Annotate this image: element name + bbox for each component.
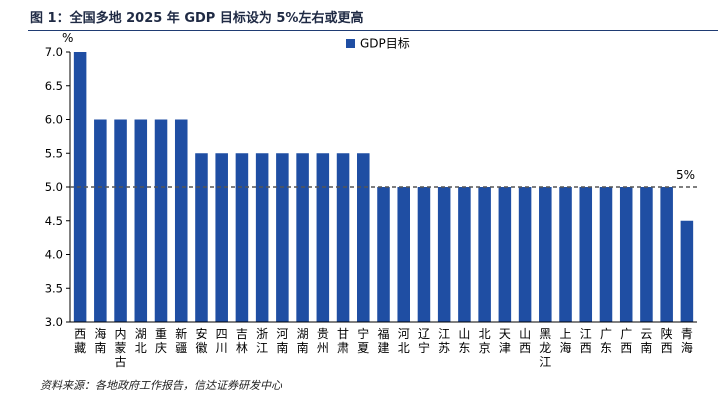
x-tick-label: 海南 — [94, 326, 106, 355]
bar — [518, 187, 532, 322]
bar — [539, 187, 552, 322]
figure-title-bar: 图 1：全国多地 2025 年 GDP 目标设为 5%左右或更高 — [28, 6, 718, 31]
bar — [296, 153, 309, 322]
source-note: 资料来源：各地政府工作报告，信达证券研发中心 — [40, 379, 282, 392]
x-tick-label: 新疆 — [175, 326, 187, 355]
bar — [498, 187, 512, 322]
bar — [94, 119, 107, 322]
y-tick-label: 6.5 — [45, 79, 63, 93]
bar — [680, 220, 694, 322]
x-tick-label: 青海 — [681, 327, 693, 355]
x-tick-label: 辽宁 — [418, 327, 430, 355]
x-tick-label: 安徽 — [195, 326, 207, 355]
x-tick-label: 宁夏 — [357, 326, 369, 355]
x-tick-label: 福建 — [377, 326, 389, 355]
bar — [154, 119, 168, 322]
x-tick-label: 陕西 — [661, 326, 673, 355]
legend-label: GDP目标 — [360, 37, 410, 51]
x-tick-label: 云南 — [640, 327, 652, 355]
x-tick-label: 广东 — [600, 327, 612, 355]
legend: GDP目标 — [346, 37, 410, 51]
bar — [579, 187, 593, 322]
bar — [316, 153, 330, 322]
bar — [114, 119, 127, 322]
figure-title: 图 1：全国多地 2025 年 GDP 目标设为 5%左右或更高 — [30, 11, 364, 26]
x-tick-label: 天津 — [499, 327, 511, 355]
bar — [458, 187, 471, 322]
y-tick-label: 4.5 — [45, 214, 63, 228]
bar — [417, 187, 431, 322]
bar — [599, 187, 613, 322]
x-tick-label: 山西 — [519, 327, 531, 355]
bar — [559, 187, 572, 322]
bar — [640, 187, 653, 322]
bar — [660, 187, 673, 322]
bar — [397, 187, 410, 322]
bar — [255, 153, 269, 322]
y-axis-unit: % — [62, 31, 73, 45]
x-tick-label: 西藏 — [74, 327, 86, 355]
x-tick-label: 广西 — [620, 327, 632, 355]
x-tick-label: 湖北 — [135, 326, 147, 355]
bar — [134, 119, 148, 322]
x-tick-label: 贵州 — [317, 327, 329, 355]
x-tick-label: 黑龙江 — [539, 327, 551, 369]
bar — [336, 153, 350, 322]
y-tick-label: 5.5 — [45, 146, 63, 160]
y-tick-label: 3.5 — [45, 281, 63, 295]
bar — [437, 187, 451, 322]
bar — [276, 153, 289, 322]
bar — [478, 187, 491, 322]
legend-swatch — [346, 39, 355, 48]
x-tick-label: 北京 — [479, 327, 491, 355]
bar — [377, 187, 390, 322]
bar — [195, 153, 208, 322]
bar — [174, 119, 188, 322]
x-tick-label: 江苏 — [438, 327, 450, 355]
x-tick-label: 上海 — [560, 327, 572, 355]
bar — [235, 153, 249, 322]
x-tick-label: 内蒙古 — [115, 327, 127, 369]
y-tick-label: 3.0 — [45, 315, 63, 329]
bar — [215, 153, 228, 322]
x-tick-label: 重庆 — [155, 327, 167, 355]
x-tick-label: 吉林 — [236, 327, 248, 355]
bar — [619, 187, 633, 322]
x-tick-label: 河南 — [276, 327, 288, 355]
x-tick-label: 山东 — [458, 327, 470, 355]
y-tick-label: 5.0 — [45, 180, 63, 194]
x-tick-label: 湖南 — [297, 326, 309, 355]
y-tick-label: 4.0 — [45, 248, 63, 262]
x-tick-label: 浙江 — [256, 327, 268, 355]
reference-line-label: 5% — [676, 168, 695, 182]
x-tick-label: 河北 — [398, 327, 410, 355]
x-tick-label: 甘肃 — [337, 327, 349, 355]
x-tick-label: 四川 — [216, 327, 228, 355]
x-tick-label: 江西 — [580, 327, 592, 355]
bar — [357, 153, 370, 322]
y-tick-label: 7.0 — [45, 45, 63, 59]
y-tick-label: 6.0 — [45, 113, 63, 127]
